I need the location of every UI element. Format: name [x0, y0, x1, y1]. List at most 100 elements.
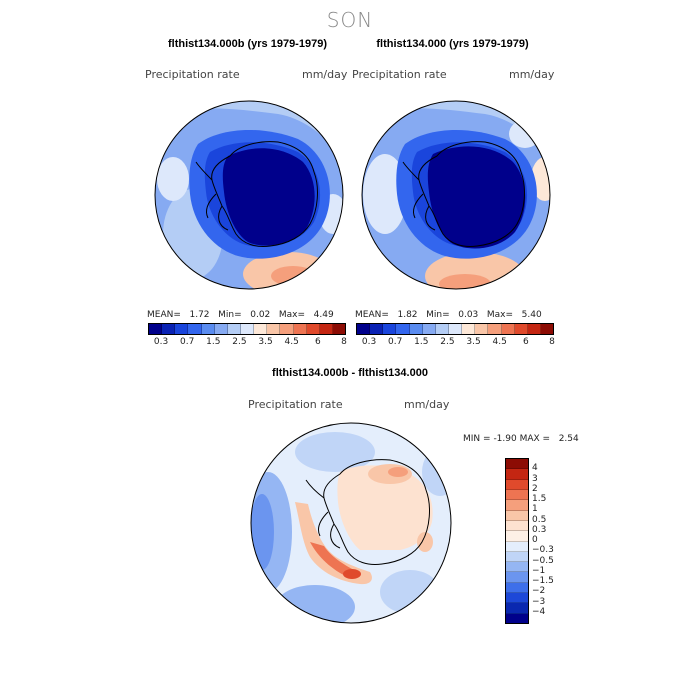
colorbar-swatch [188, 324, 202, 334]
colorbar-swatch [149, 324, 163, 334]
colorbar-tick-label: 0.3 [361, 337, 377, 347]
diff-colorbar-tick-label: 1 [532, 504, 538, 515]
left-mean-label: MEAN= [147, 310, 181, 320]
diff-colorbar-swatch [506, 500, 528, 511]
colorbar-swatch [214, 324, 228, 334]
diff-colorbar-tick-label: −0.5 [532, 555, 554, 566]
diff-colorbar-swatch [506, 469, 528, 480]
diff-colorbar-tick-label: 2 [532, 483, 538, 494]
left-panel-title: flthist134.000b (yrs 1979-1979) [168, 38, 327, 50]
right-mean-value: 1.82 [397, 310, 418, 320]
right-panel-title: flthist134.000 (yrs 1979-1979) [376, 38, 529, 50]
diff-colorbar-tick-label: −3 [532, 596, 546, 607]
colorbar-tick-label: 6 [522, 337, 529, 347]
colorbar-tick-label: 2.5 [440, 337, 455, 347]
left-max-label: Max= [278, 310, 306, 320]
diff-colorbar-swatch [506, 531, 528, 542]
colorbar-swatch [540, 324, 554, 334]
diff-colorbar-swatch [506, 562, 528, 573]
right-variable-label: Precipitation rate [352, 68, 447, 81]
diff-colorbar-tick-label: 0.5 [532, 514, 547, 525]
diff-min-value: -1.90 [493, 434, 517, 444]
right-mean-label: MEAN= [355, 310, 389, 320]
colorbar-tick-label: 4.5 [492, 337, 507, 347]
right-polar-map [361, 100, 551, 290]
right-colorbar-ticks: 0.3 0.7 1.5 2.5 3.5 4.5 6 8 [356, 337, 555, 349]
colorbar-swatch [527, 324, 541, 334]
diff-colorbar-swatch [506, 520, 528, 532]
left-mean-value: 1.72 [189, 310, 210, 320]
colorbar-tick-label: 3.5 [466, 337, 481, 347]
diff-colorbar-swatch [506, 572, 528, 583]
diff-colorbar-tick-label: 1.5 [532, 494, 547, 504]
colorbar-swatch [162, 324, 176, 334]
diff-units-label: mm/day [404, 398, 450, 411]
season-title: SON [326, 8, 374, 32]
colorbar-swatch [435, 324, 449, 334]
right-colorbar [356, 323, 554, 335]
colorbar-swatch [396, 324, 410, 334]
diff-colorbar-swatch [506, 510, 528, 521]
right-max-label: Max= [486, 310, 514, 320]
diff-panel-title: flthist134.000b - flthist134.000 [272, 367, 428, 379]
colorbar-swatch [201, 324, 215, 334]
colorbar-swatch [357, 324, 371, 334]
colorbar-tick-label: 1.5 [414, 337, 429, 347]
colorbar-swatch [267, 324, 281, 334]
colorbar-swatch [280, 324, 294, 334]
colorbar-swatch [488, 324, 502, 334]
colorbar-swatch [514, 324, 528, 334]
colorbar-swatch [475, 324, 489, 334]
colorbar-tick-label: 1.5 [206, 337, 221, 347]
colorbar-swatch [175, 324, 189, 334]
diff-min-label: MIN = [463, 434, 491, 444]
diff-colorbar-tick-label: 4 [532, 463, 538, 474]
colorbar-swatch [240, 324, 255, 334]
diff-max-value: 2.54 [558, 434, 579, 444]
diff-colorbar-tick-label: 0 [532, 535, 538, 545]
left-stats: MEAN= 1.72 Min= 0.02 Max= 4.49 [147, 310, 334, 320]
colorbar-tick-label: 6 [314, 337, 321, 347]
diff-colorbar-swatch [506, 613, 528, 623]
colorbar-swatch [448, 324, 463, 334]
left-colorbar [148, 323, 346, 335]
diff-colorbar-tick-label: 3 [532, 473, 538, 484]
colorbar-swatch [370, 324, 384, 334]
colorbar-swatch [501, 324, 515, 334]
diff-colorbar-swatch [506, 551, 528, 563]
right-min-label: Min= [426, 310, 450, 320]
diff-colorbar-swatch [506, 541, 528, 552]
left-max-value: 4.49 [313, 310, 334, 320]
diff-colorbar-tick-label: −0.3 [532, 545, 554, 556]
colorbar-swatch [409, 324, 423, 334]
diff-colorbar-tick-label: 0.3 [532, 524, 547, 535]
diff-colorbar-swatch [506, 603, 528, 614]
diff-colorbar-swatch [506, 582, 528, 594]
colorbar-swatch [306, 324, 320, 334]
diff-colorbar-ticks: 4 3 2 1.5 1 0.5 0.3 0 −0.3 −0.5 −1 −1.5 −2 −3 −4 [532, 458, 592, 622]
colorbar-tick-label: 8 [549, 337, 555, 347]
left-units-label: mm/day [302, 68, 348, 81]
colorbar-swatch [227, 324, 241, 334]
left-colorbar-ticks: 0.3 0.7 1.5 2.5 3.5 4.5 6 8 [148, 337, 347, 349]
colorbar-swatch [383, 324, 397, 334]
left-polar-map [154, 100, 344, 290]
right-stats: MEAN= 1.82 Min= 0.03 Max= 5.40 [355, 310, 542, 320]
colorbar-tick-label: 0.7 [180, 337, 195, 347]
diff-colorbar-tick-label: −1.5 [532, 576, 554, 586]
left-min-label: Min= [218, 310, 242, 320]
diff-variable-label: Precipitation rate [248, 398, 343, 411]
right-max-value: 5.40 [521, 310, 542, 320]
diff-colorbar-tick-label: −4 [532, 606, 546, 617]
left-variable-label: Precipitation rate [145, 68, 240, 81]
colorbar-swatch [293, 324, 307, 334]
colorbar-tick-label: 0.3 [153, 337, 169, 347]
diff-colorbar-swatch [506, 593, 528, 604]
colorbar-swatch [422, 324, 436, 334]
right-min-value: 0.03 [458, 310, 479, 320]
diff-colorbar-swatch [506, 479, 528, 490]
colorbar-swatch [332, 324, 346, 334]
colorbar-swatch [319, 324, 333, 334]
colorbar-swatch [254, 324, 268, 334]
diff-colorbar-swatch [506, 489, 528, 501]
